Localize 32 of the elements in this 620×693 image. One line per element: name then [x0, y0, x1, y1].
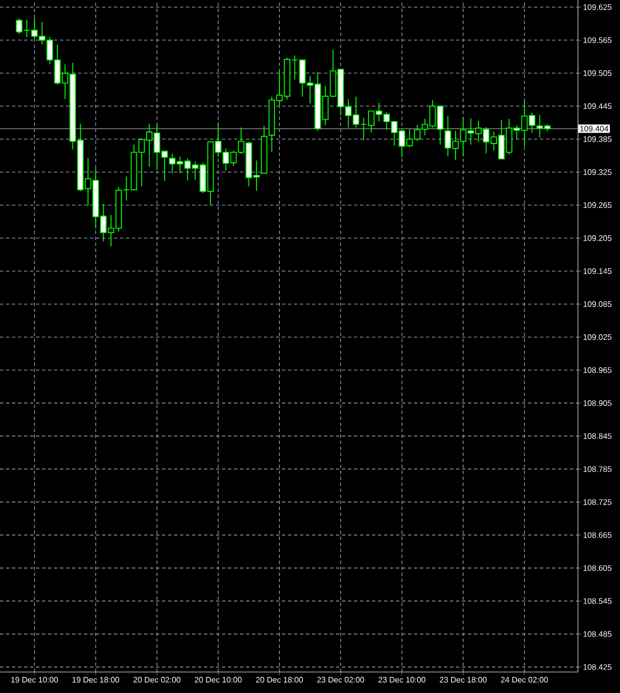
- x-tick-label: 23 Dec 02:00: [317, 676, 364, 683]
- y-tick-label: 109.145: [584, 268, 612, 274]
- x-tick-label: 20 Dec 10:00: [194, 676, 242, 683]
- y-tick-label: 109.025: [584, 334, 612, 340]
- y-tick-label: 109.445: [584, 103, 612, 109]
- y-tick-label: 108.845: [584, 433, 612, 439]
- y-tick-label: 108.665: [584, 532, 612, 538]
- candlestick: [123, 176, 130, 202]
- x-tick-label: 19 Dec 10:00: [11, 676, 58, 683]
- y-tick-label: 109.385: [584, 136, 612, 142]
- y-tick-label: 108.545: [584, 598, 612, 604]
- y-tick-label: 108.965: [584, 367, 612, 373]
- ref-line-label: 109.404: [580, 126, 608, 132]
- y-tick-label: 108.785: [584, 466, 612, 472]
- y-tick-label: 109.625: [584, 4, 612, 10]
- y-tick-label: 109.505: [584, 70, 612, 76]
- y-tick-label: 108.725: [584, 499, 612, 505]
- x-tick-label: 20 Dec 02:00: [134, 676, 180, 683]
- y-tick-label: 108.425: [584, 664, 612, 670]
- y-tick-label: 109.265: [584, 202, 612, 208]
- x-tick-label: 23 Dec 10:00: [378, 676, 426, 683]
- x-tick-label: 23 Dec 18:00: [440, 676, 487, 683]
- y-tick-label: 109.565: [584, 37, 612, 43]
- y-tick-label: 108.905: [584, 400, 612, 406]
- y-tick-label: 108.605: [584, 565, 612, 571]
- y-tick-label: 109.205: [584, 235, 612, 241]
- x-tick-label: 19 Dec 18:00: [72, 676, 120, 683]
- x-tick-label: 20 Dec 18:00: [256, 676, 303, 683]
- y-tick-label: 108.485: [584, 631, 612, 637]
- y-tick-label: 109.325: [584, 169, 612, 175]
- y-tick-label: 109.085: [584, 301, 612, 307]
- x-tick-label: 24 Dec 02:00: [501, 676, 548, 683]
